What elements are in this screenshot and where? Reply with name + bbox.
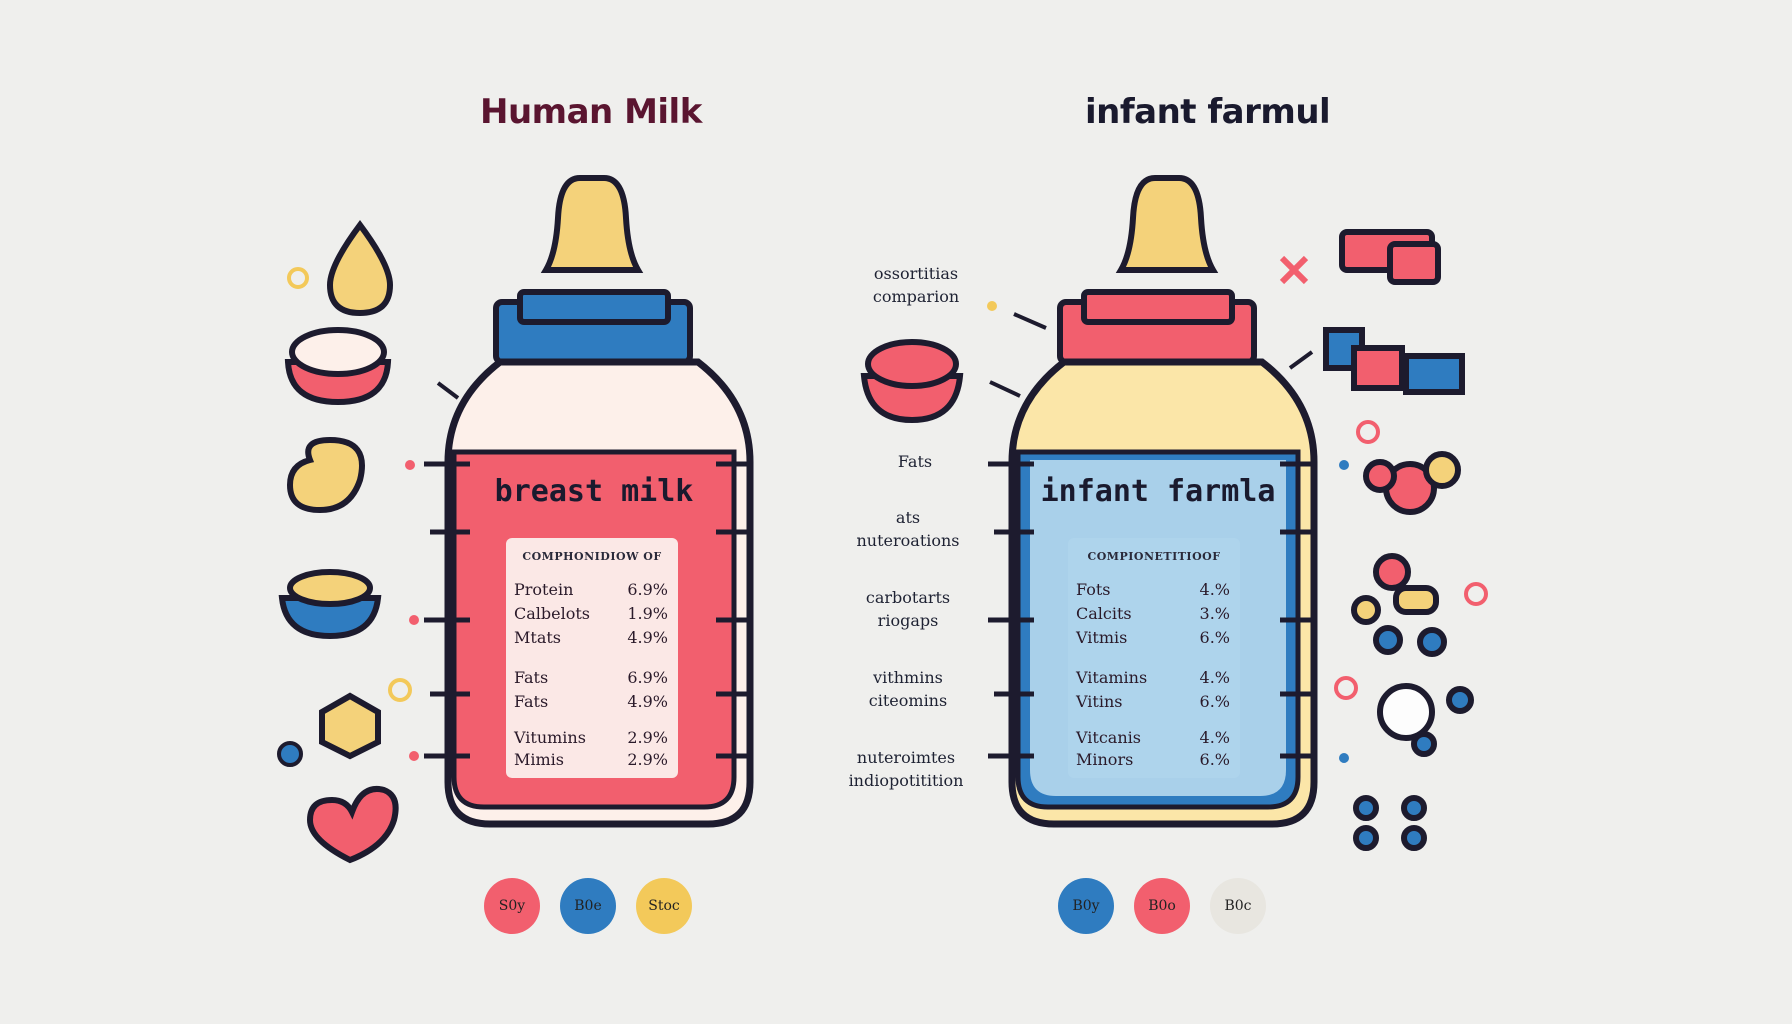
row-vitamins: Vitumins 2.9%: [514, 728, 668, 747]
right-circle-2: B0o: [1134, 878, 1190, 934]
side-label-vitamins: vithmins citeomins: [868, 668, 948, 711]
row-carbs: Calbelots 1.9%: [514, 604, 668, 623]
row-vitmis: Vitmis 6.%: [1076, 628, 1230, 647]
breast-milk-composition-card: COMPHONIDIOW OF Protein 6.9% Calbelots 1.9…: [506, 538, 678, 778]
row-mtats: Mtats 4.9%: [514, 628, 668, 647]
left-circle-3: Stoc: [636, 878, 692, 934]
right-circle-1: B0y: [1058, 878, 1114, 934]
milk-drop-icon: [326, 219, 394, 317]
breast-milk-label: breast milk: [494, 474, 694, 509]
right-food-icons: [860, 229, 1474, 851]
row-fats-1: Fats 6.9%: [514, 668, 668, 687]
row-protein: Protein 6.9%: [514, 580, 668, 599]
left-circle-2: B0e: [560, 878, 616, 934]
infant-formula-composition-card: COMPIONETITIOOF Fots 4.% Calcits 3.% Vitmi…: [1068, 538, 1240, 778]
infant-formula-label: infant farmla: [1040, 474, 1276, 509]
row-fats-2: Fats 4.9%: [514, 692, 668, 711]
left-food-icons: [278, 219, 399, 864]
right-circle-3: B0c: [1210, 878, 1266, 934]
human-milk-title: Human Milk: [480, 92, 702, 132]
side-label-nutrients: ats nuteroations: [856, 508, 960, 551]
side-label-carbohydrates: carbotarts riogaps: [865, 588, 951, 631]
card-heading: COMPHONIDIOW OF: [522, 550, 662, 563]
side-label-fats: Fats: [897, 452, 933, 471]
row-vitins: Vitins 6.%: [1076, 692, 1230, 711]
side-label-comparison: ossortitias comparion: [872, 264, 960, 307]
row-minerals: Mimis 2.9%: [514, 750, 668, 769]
side-label-nutrients-2: nuteroimtes indiopotitition: [848, 748, 964, 791]
grain-bowl-icon: [278, 595, 382, 640]
close-icon: [1279, 255, 1309, 285]
row-vitcanis: Vitcanis 4.%: [1076, 728, 1230, 747]
berry-bowl-icon: [860, 373, 964, 424]
row-vitamins: Vitamins 4.%: [1076, 668, 1230, 687]
heart-icon: [306, 786, 399, 864]
row-minors: Minors 6.%: [1076, 750, 1230, 769]
peanut-icon: [286, 436, 365, 514]
left-circle-1: S0y: [484, 878, 540, 934]
card-heading: COMPIONETITIOOF: [1087, 550, 1221, 563]
row-fots: Fots 4.%: [1076, 580, 1230, 599]
row-calcits: Calcits 3.%: [1076, 604, 1230, 623]
hexagon-icon: [319, 692, 381, 760]
infant-formula-title: infant farmul: [1085, 92, 1331, 132]
